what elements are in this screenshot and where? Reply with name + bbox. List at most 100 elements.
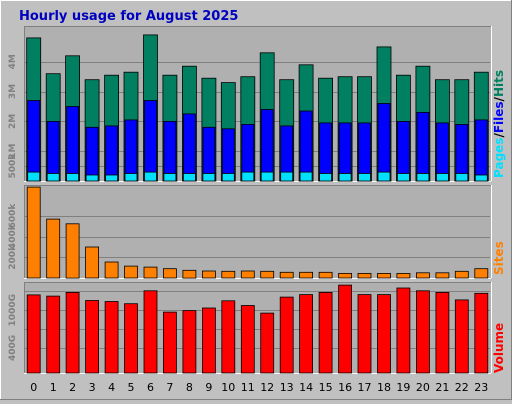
- x-tick-label: 4: [108, 381, 115, 394]
- legend-entry-files: Files: [492, 101, 506, 133]
- bar-files: [260, 109, 274, 182]
- bar-pages: [85, 174, 99, 182]
- bar-files: [377, 103, 391, 182]
- y-tick-label: 4M: [8, 54, 18, 69]
- chart-title: Hourly usage for August 2025: [19, 9, 238, 24]
- bar-sites: [143, 266, 158, 279]
- bar-sites: [65, 223, 80, 279]
- bar-volume: [182, 310, 197, 374]
- bar-volume: [279, 296, 294, 374]
- x-tick-label: 19: [396, 381, 410, 394]
- bar-volume: [201, 307, 216, 374]
- bar-pages: [182, 173, 196, 182]
- bar-sites: [240, 270, 255, 279]
- x-tick-label: 21: [435, 381, 449, 394]
- bar-pages: [66, 173, 79, 182]
- bar-sites: [474, 268, 489, 279]
- bar-sites: [357, 272, 372, 279]
- bar-volume: [104, 301, 119, 374]
- bar-sites: [318, 271, 333, 279]
- plot-area-2: [24, 185, 491, 278]
- bar-pages: [202, 173, 216, 182]
- bar-volume: [396, 287, 411, 374]
- x-tick-label: 9: [205, 381, 212, 394]
- bar-volume: [377, 294, 391, 374]
- bar-sites: [415, 272, 430, 279]
- bar-pages: [358, 173, 371, 182]
- bar-files: [416, 112, 430, 182]
- x-tick-label: 3: [89, 381, 96, 394]
- bar-sites: [338, 272, 353, 279]
- bar-volume: [454, 299, 469, 374]
- bar-sites: [454, 270, 469, 279]
- x-tick-label: 23: [474, 381, 488, 394]
- bar-volume: [65, 291, 80, 374]
- bar-volume: [299, 294, 314, 374]
- y-tick-label: 500k: [8, 153, 18, 179]
- x-tick-label: 1: [50, 381, 57, 394]
- bar-files: [27, 100, 41, 182]
- bar-pages: [396, 173, 410, 182]
- bar-sites: [279, 271, 294, 279]
- legend-1: Pages/Files/Hits: [492, 70, 506, 178]
- bar-sites: [396, 272, 411, 279]
- legend-entry-volume: Volume: [492, 323, 506, 373]
- bar-pages: [435, 173, 449, 182]
- bar-sites: [435, 272, 450, 279]
- bar-files: [144, 100, 157, 182]
- bar-pages: [260, 171, 274, 182]
- x-tick-label: 18: [377, 381, 391, 394]
- y-tick-label: 1M: [8, 144, 18, 159]
- bar-volume: [46, 295, 61, 374]
- bar-files: [455, 124, 469, 182]
- y-tick-label: 2M: [8, 114, 18, 129]
- bar-pages: [416, 173, 430, 182]
- bar-files: [202, 126, 216, 182]
- y-tick-label: 400k: [8, 223, 18, 249]
- x-tick-label: 0: [30, 381, 37, 394]
- y-tick-label: 3M: [8, 84, 18, 99]
- bar-volume: [435, 291, 450, 374]
- bar-pages: [241, 171, 255, 182]
- bar-pages: [144, 171, 157, 182]
- bar-volume: [240, 305, 255, 374]
- bar-sites: [85, 246, 99, 279]
- bar-pages: [338, 173, 352, 182]
- bar-sites: [201, 270, 216, 279]
- bar-volume: [124, 303, 138, 374]
- bar-volume: [260, 312, 275, 374]
- bar-sites: [377, 272, 391, 279]
- bar-files: [163, 121, 177, 182]
- x-tick-label: 7: [166, 381, 173, 394]
- bar-files: [46, 121, 60, 182]
- x-tick-label: 20: [416, 381, 430, 394]
- bar-pages: [163, 173, 177, 182]
- bar-files: [182, 113, 196, 182]
- legend-separator: /: [492, 96, 506, 101]
- plot-area-3: [24, 282, 491, 373]
- bar-pages: [124, 173, 138, 182]
- x-tick-label: 17: [358, 381, 372, 394]
- bar-files: [124, 119, 138, 182]
- bar-volume: [85, 300, 99, 374]
- y-tick-label: 600k: [8, 203, 18, 229]
- bar-pages: [455, 173, 469, 182]
- bar-volume: [162, 311, 177, 374]
- bar-volume: [221, 300, 236, 374]
- bar-pages: [105, 174, 118, 182]
- bar-sites: [26, 186, 41, 279]
- x-tick-label: 2: [69, 381, 76, 394]
- x-tick-label: 6: [147, 381, 154, 394]
- y-tick-label: 200k: [8, 244, 18, 270]
- plot-area-1: [24, 26, 491, 181]
- bar-files: [105, 125, 118, 182]
- x-tick-label: 13: [280, 381, 294, 394]
- bar-pages: [221, 173, 235, 182]
- x-tick-label: 14: [299, 381, 313, 394]
- legend-2: Sites: [492, 241, 506, 275]
- bar-files: [396, 121, 410, 182]
- bar-files: [319, 122, 333, 182]
- y-tick-label: 1000G: [8, 294, 18, 326]
- bar-sites: [124, 265, 138, 279]
